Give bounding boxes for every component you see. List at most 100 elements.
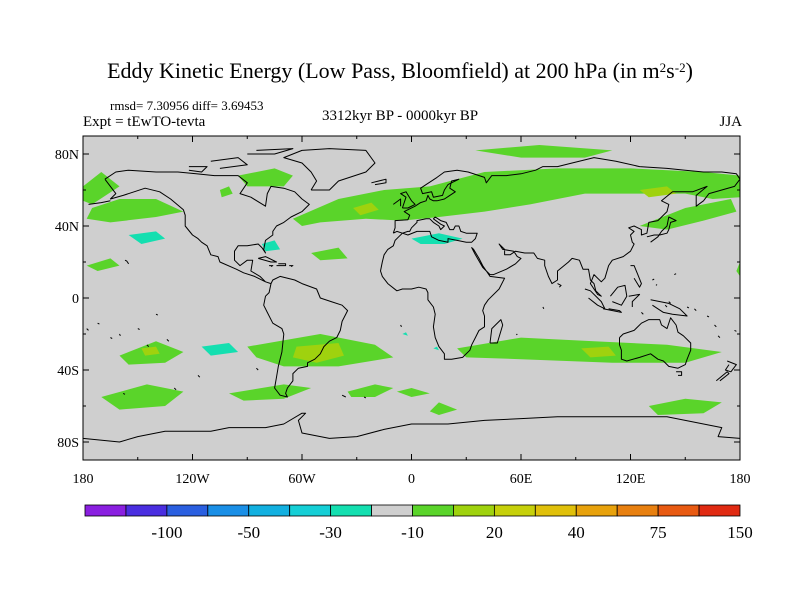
colorbar-swatch (207, 504, 250, 517)
coastline (630, 265, 642, 288)
coastline (584, 288, 606, 310)
coastline (110, 337, 113, 339)
coastline (247, 148, 294, 155)
coastline (341, 394, 347, 398)
colorbar-swatch (453, 504, 495, 517)
coastlines (83, 148, 740, 443)
field-region-positive (219, 186, 233, 198)
coastline (146, 344, 150, 347)
field-region-strong (581, 346, 616, 358)
colorbar-swatch (698, 504, 741, 517)
x-tick-label: 60W (288, 472, 316, 487)
colorbar-swatch (125, 504, 168, 517)
coastline (400, 324, 402, 328)
coastline (603, 308, 622, 313)
field-region-positive (648, 398, 722, 415)
colorbar: -100 -50 -30 -10 20 40 75 150 (84, 504, 753, 542)
coastline (258, 256, 277, 263)
coastline (717, 335, 721, 338)
experiment-label: Expt = tEwTO-tevta (83, 114, 206, 130)
coastline (628, 293, 641, 307)
coastline (557, 283, 562, 288)
colorbar-swatch (412, 504, 454, 517)
field-region-positive (86, 258, 120, 271)
period-label: 3312kyr BP - 0000kyr BP (321, 108, 479, 124)
x-tick-label: 120W (175, 472, 210, 487)
coastline (674, 273, 677, 276)
coastline (619, 317, 692, 369)
colorbar-swatch (371, 504, 413, 517)
field-region-positive (83, 172, 120, 205)
coastline (276, 263, 287, 267)
coastline (269, 265, 274, 267)
coastline (694, 308, 697, 311)
coastline (650, 299, 688, 317)
coastline (655, 284, 658, 286)
field-region-positive (396, 388, 430, 397)
coastline (371, 178, 387, 186)
field-region-negative (128, 231, 166, 244)
x-tick-label: 180 (73, 472, 94, 487)
field-region-positive (639, 199, 737, 230)
coastline (97, 322, 100, 325)
coastline (197, 375, 201, 378)
colorbar-label: -50 (237, 523, 260, 542)
coastline (706, 315, 710, 318)
coastline (86, 328, 89, 331)
y-tick-label: 0 (72, 292, 79, 307)
coastline (256, 367, 259, 371)
colorbar-swatch (493, 504, 536, 517)
field-region-positive (101, 384, 184, 410)
colorbar-label: 75 (650, 523, 667, 542)
anomaly-fields (83, 145, 740, 415)
y-tick-label: 40S (57, 364, 79, 379)
coastline (668, 301, 671, 304)
colorbar-swatch (657, 504, 700, 517)
field-region-positive (311, 247, 348, 261)
coastline (400, 191, 416, 209)
field-region-strong (353, 202, 379, 216)
coastline (734, 329, 737, 332)
y-tick-label: 80S (57, 436, 79, 451)
colorbar-swatch (575, 504, 618, 517)
field-region-positive (347, 384, 394, 397)
field-region-strong (639, 186, 677, 198)
x-axis-ticks: 180 120W 60W 0 60E 120E 180 (73, 136, 751, 487)
colorbar-label: 150 (727, 523, 753, 542)
coastline (137, 328, 140, 330)
coastline (283, 148, 376, 191)
coastline (724, 360, 737, 373)
coastline (489, 319, 504, 344)
colorbar-label: -30 (319, 523, 342, 542)
coastline (122, 392, 126, 395)
coastline (166, 339, 170, 342)
coastline (641, 312, 644, 315)
season-label: JJA (719, 114, 742, 130)
colorbar-swatch (330, 504, 372, 517)
x-tick-label: 120E (616, 472, 646, 487)
colorbar-swatch (166, 504, 209, 517)
coastline (542, 306, 545, 310)
field-region-strong (141, 346, 160, 356)
field-region-strong (292, 343, 344, 363)
colorbar-swatch (534, 504, 577, 517)
field-region-negative (201, 343, 239, 356)
field-region-positive (238, 168, 293, 187)
field-region-positive (86, 199, 184, 223)
field-region-negative (433, 346, 439, 351)
colorbar-label: 40 (568, 523, 585, 542)
coastline (155, 313, 159, 316)
colorbar-swatch (84, 504, 127, 517)
colorbar-label: -10 (401, 523, 424, 542)
field-region-negative (261, 240, 281, 252)
coastline (652, 278, 655, 281)
coastline (393, 198, 402, 207)
colorbar-swatch (289, 504, 332, 517)
coastline (119, 333, 121, 337)
map-title: Eddy Kinetic Energy (Low Pass, Bloomfiel… (107, 58, 693, 83)
field-region-positive (229, 384, 312, 401)
x-tick-label: 180 (730, 472, 751, 487)
y-tick-label: 80N (55, 148, 79, 163)
coastline (610, 284, 628, 306)
